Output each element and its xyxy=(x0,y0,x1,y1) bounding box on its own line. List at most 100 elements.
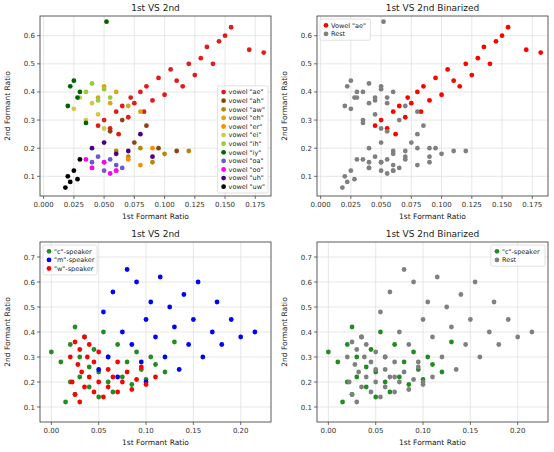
point xyxy=(369,390,374,395)
legend-label: vowel "aw" xyxy=(229,106,265,114)
point xyxy=(392,390,397,395)
point xyxy=(425,300,430,305)
point xyxy=(383,367,388,372)
legend-label: vowel "iy" xyxy=(229,149,262,157)
point xyxy=(392,342,397,347)
point xyxy=(78,157,83,162)
plot-area xyxy=(40,242,271,422)
point xyxy=(68,180,73,185)
point xyxy=(403,115,408,120)
point xyxy=(150,98,155,103)
tick-label: 0.175 xyxy=(245,201,265,209)
point xyxy=(148,300,153,305)
tick-label: 0.100 xyxy=(155,201,175,209)
point xyxy=(126,115,131,120)
tick-label: 0.6 xyxy=(24,279,36,287)
figure: 1st VS 2nd0.0000.0250.0500.0750.1000.125… xyxy=(0,0,554,452)
point xyxy=(120,380,125,385)
tick-label: 0.15 xyxy=(463,427,479,435)
legend-marker xyxy=(221,107,226,112)
point xyxy=(90,165,95,170)
point xyxy=(163,355,168,360)
point xyxy=(106,355,111,360)
point xyxy=(352,362,357,367)
tick-label: 0.2 xyxy=(24,379,35,387)
legend-label: "c"-speaker xyxy=(54,248,92,256)
tick-label: 0.125 xyxy=(185,201,205,209)
grid-line xyxy=(317,332,548,333)
point xyxy=(150,146,155,151)
point xyxy=(342,104,347,109)
grid-line xyxy=(43,16,44,196)
point xyxy=(383,355,388,360)
legend-marker xyxy=(47,258,52,263)
point xyxy=(92,390,97,395)
tick xyxy=(375,422,376,425)
tick xyxy=(314,407,317,408)
grid-line xyxy=(441,16,442,196)
tick xyxy=(37,63,40,64)
point xyxy=(87,375,92,380)
legend-marker xyxy=(221,159,226,164)
tick xyxy=(314,176,317,177)
tick-label: 0.100 xyxy=(432,201,452,209)
point xyxy=(403,104,408,109)
point xyxy=(115,375,120,380)
point xyxy=(102,126,107,131)
tick xyxy=(37,282,40,283)
point xyxy=(451,78,456,83)
point xyxy=(416,365,421,370)
point xyxy=(129,342,134,347)
tick-label: 0.150 xyxy=(215,201,235,209)
point xyxy=(174,149,179,154)
point xyxy=(335,360,340,365)
tick xyxy=(194,196,195,199)
tick xyxy=(37,257,40,258)
point xyxy=(102,87,107,92)
point xyxy=(129,382,134,387)
tick xyxy=(328,422,329,425)
point xyxy=(106,380,111,385)
legend-box xyxy=(320,19,370,40)
point xyxy=(134,350,139,355)
point xyxy=(110,290,115,295)
point xyxy=(515,335,520,340)
point xyxy=(101,395,106,400)
point xyxy=(369,347,374,352)
tick-label: 0.2 xyxy=(24,145,35,153)
point xyxy=(85,355,90,360)
point xyxy=(71,78,76,83)
point xyxy=(391,90,396,95)
tick xyxy=(37,332,40,333)
point xyxy=(106,385,111,390)
tick xyxy=(51,422,52,425)
tick xyxy=(314,332,317,333)
tick-label: 0.6 xyxy=(301,32,313,40)
tick-label: 0.5 xyxy=(301,60,312,68)
tick-label: 0.10 xyxy=(415,427,431,435)
point xyxy=(383,385,388,390)
legend-marker xyxy=(221,98,226,103)
legend: "c"-speakerRest xyxy=(491,245,545,266)
point xyxy=(440,355,445,360)
point xyxy=(68,355,73,360)
point xyxy=(379,168,384,173)
point xyxy=(350,340,355,345)
point xyxy=(75,362,80,367)
legend-label: Rest xyxy=(502,256,517,264)
point xyxy=(354,375,359,380)
point xyxy=(369,360,374,365)
tick-label: 0.2 xyxy=(301,145,312,153)
point xyxy=(348,106,353,111)
point xyxy=(125,267,130,272)
point xyxy=(364,375,369,380)
tick xyxy=(43,196,44,199)
point xyxy=(385,95,390,100)
point xyxy=(402,267,407,272)
grid-line xyxy=(317,148,548,149)
tick-label: 0.025 xyxy=(341,201,361,209)
tick xyxy=(314,257,317,258)
tick xyxy=(320,196,321,199)
point xyxy=(82,385,87,390)
point xyxy=(392,360,397,365)
